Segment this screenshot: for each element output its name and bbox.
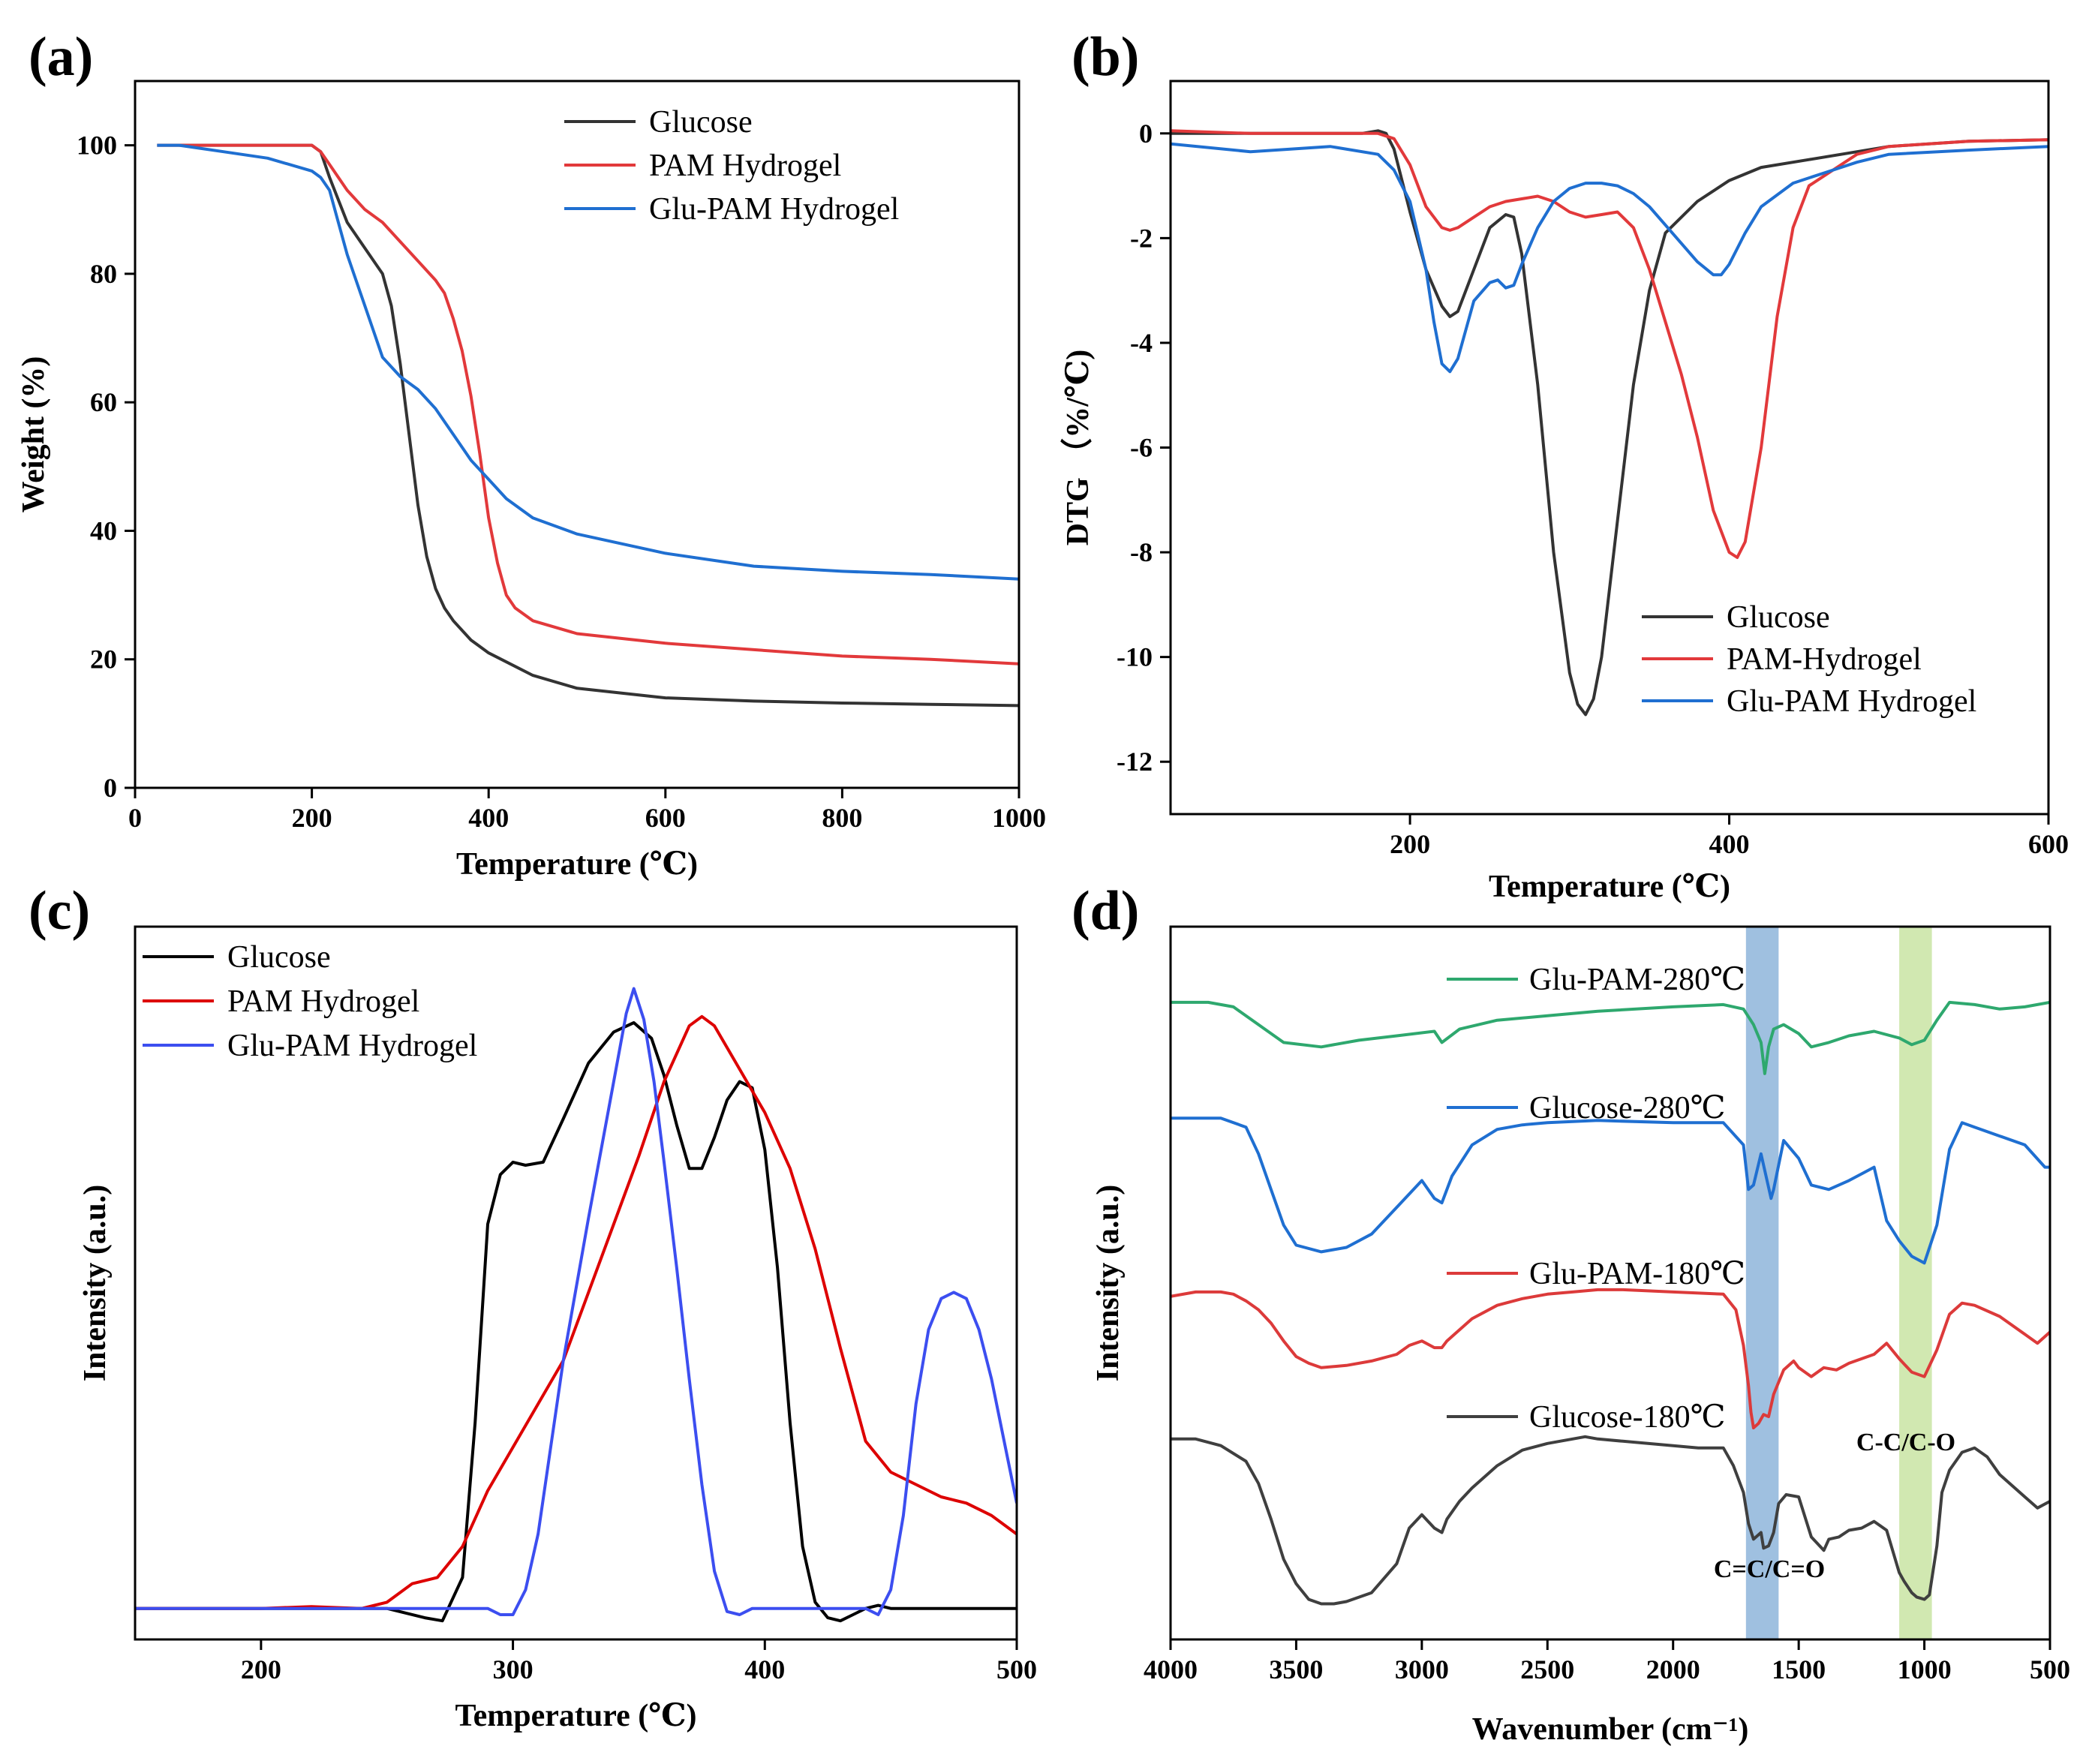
legend-label: Glu-PAM Hydrogel xyxy=(227,1029,477,1063)
series-line-glu-pam-280- xyxy=(1171,1000,2050,1075)
series-line-glucose xyxy=(135,1021,1017,1623)
y-tick-label: -6 xyxy=(1130,433,1153,463)
legend-label: Glucose xyxy=(227,940,331,975)
y-tick-label: 20 xyxy=(90,645,117,675)
y-tick-label: -2 xyxy=(1130,223,1153,253)
series-line-glucose xyxy=(157,143,1019,708)
panel-label: (a) xyxy=(29,26,93,88)
y-tick-label: -8 xyxy=(1130,537,1153,567)
legend-label: PAM-Hydrogel xyxy=(1727,642,1922,677)
x-tick-label: 400 xyxy=(468,803,509,833)
y-axis-label: Intensity (a.u.) xyxy=(78,1185,113,1382)
x-tick-label: 3500 xyxy=(1269,1654,1323,1684)
series-line-glu-pam-hydrogel xyxy=(157,143,1019,581)
y-tick-label: 80 xyxy=(90,259,117,289)
x-tick-label: 200 xyxy=(1390,829,1430,859)
legend-label: Glu-PAM Hydrogel xyxy=(1727,684,1976,719)
x-tick-label: 4000 xyxy=(1144,1654,1198,1684)
series-line-glucose-180- xyxy=(1171,1435,2050,1606)
x-tick-label: 600 xyxy=(645,803,686,833)
x-tick-label: 500 xyxy=(996,1654,1037,1684)
panel-b: 200 400 600 0 -2 -4 -6 -8 -10 -12 Temperature (℃) D… xyxy=(1060,26,2069,904)
x-tick-label: 2000 xyxy=(1646,1654,1700,1684)
panel-label: (b) xyxy=(1072,26,1139,88)
x-tick-label: 3000 xyxy=(1395,1654,1449,1684)
x-tick-label: 0 xyxy=(128,803,142,833)
panel-d: 4000 3500 3000 2500 2000 1500 1000 500 Wavenumbe… xyxy=(1072,880,2070,1747)
plot-frame xyxy=(134,925,1018,1641)
y-tick-label: 0 xyxy=(104,773,117,803)
series-line-glu-pam-180- xyxy=(1171,1288,2050,1429)
annotation-label: C=C/C=O xyxy=(1714,1555,1825,1583)
x-axis-label: Temperature (℃) xyxy=(455,1699,696,1733)
panel-label: (d) xyxy=(1072,880,1139,942)
legend-label: Glu-PAM-180℃ xyxy=(1529,1257,1745,1291)
legend-label: Glucose xyxy=(1727,600,1830,635)
panel-a: 0 200 400 600 800 1000 0 20 40 60 80 100 Temperature… xyxy=(17,26,1046,882)
x-tick-label: 200 xyxy=(292,803,332,833)
y-tick-label: 60 xyxy=(90,387,117,417)
x-tick-label: 500 xyxy=(2030,1654,2070,1684)
series-line-pam-hydrogel xyxy=(135,1014,1017,1610)
x-axis-label: Temperature (℃) xyxy=(1489,870,1730,904)
legend-label: Glucose-280℃ xyxy=(1529,1091,1726,1125)
y-tick-label: -12 xyxy=(1117,747,1153,777)
x-tick-label: 400 xyxy=(744,1654,785,1684)
y-axis-label: Intensity (a.u.) xyxy=(1091,1185,1126,1382)
annotation-label: C-C/C-O xyxy=(1856,1429,1955,1456)
legend-label: PAM Hydrogel xyxy=(227,984,419,1019)
x-tick-label: 1000 xyxy=(1898,1654,1952,1684)
highlight-band-2 xyxy=(1899,927,1932,1639)
plot-frame xyxy=(134,80,1020,789)
y-axis-label: Weight (%) xyxy=(17,356,51,513)
x-tick-label: 200 xyxy=(241,1654,281,1684)
x-axis-label: Temperature (℃) xyxy=(456,847,698,882)
x-tick-label: 2500 xyxy=(1520,1654,1574,1684)
x-tick-label: 1000 xyxy=(992,803,1046,833)
x-tick-label: 300 xyxy=(493,1654,534,1684)
panel-label: (c) xyxy=(29,880,90,942)
series-line-glucose xyxy=(1171,129,2048,717)
y-tick-label: -10 xyxy=(1117,642,1153,672)
panel-c: 200 300 400 500 Temperature (℃) Intensity (a.… xyxy=(29,880,1037,1733)
x-axis-label: Wavenumber (cm⁻¹) xyxy=(1472,1712,1749,1747)
x-tick-label: 600 xyxy=(2028,829,2069,859)
series-line-pam-hydrogel xyxy=(1171,129,2048,559)
y-tick-label: 40 xyxy=(90,515,117,545)
legend-label: Glucose-180℃ xyxy=(1529,1400,1726,1435)
x-tick-label: 400 xyxy=(1709,829,1750,859)
y-tick-label: -4 xyxy=(1130,328,1153,358)
plot-frame xyxy=(1169,925,2051,1641)
series-line-pam-hydrogel xyxy=(157,143,1019,666)
x-tick-label: 800 xyxy=(822,803,862,833)
y-axis-label: DTG （%/℃) xyxy=(1060,350,1096,546)
series-line-glu-pam-hydrogel xyxy=(1171,142,2048,374)
series-line-glucose-280- xyxy=(1171,1116,2050,1265)
legend-label: Glucose xyxy=(649,105,753,140)
x-tick-label: 1500 xyxy=(1772,1654,1826,1684)
legend-label: Glu-PAM-280℃ xyxy=(1529,963,1745,997)
legend-label: PAM Hydrogel xyxy=(649,149,841,183)
y-tick-label: 100 xyxy=(77,131,117,161)
legend-label: Glu-PAM Hydrogel xyxy=(649,192,899,227)
y-tick-label: 0 xyxy=(1139,119,1153,149)
series-line-glu-pam-hydrogel xyxy=(135,987,1017,1616)
